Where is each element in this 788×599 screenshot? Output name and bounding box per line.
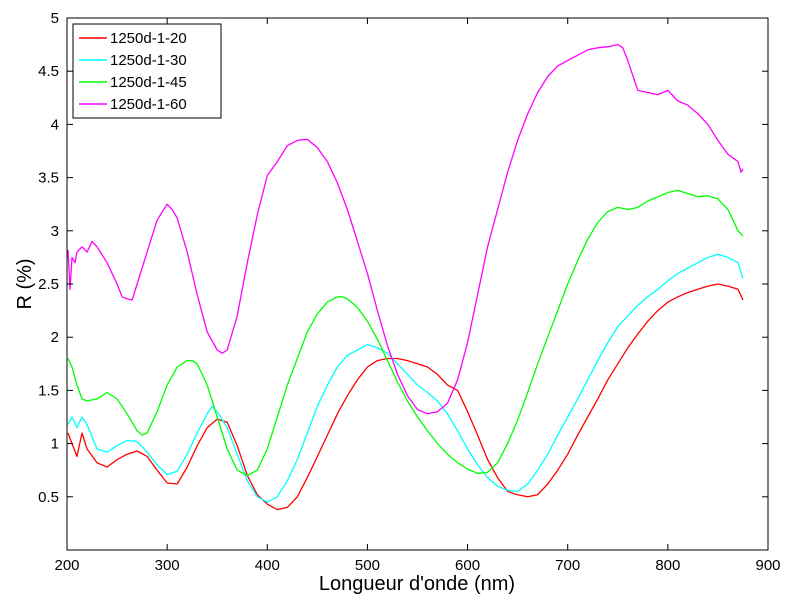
- y-tick-label: 4: [51, 116, 59, 133]
- series-layer: [67, 43, 744, 511]
- legend: 1250d-1-20 1250d-1-30 1250d-1-45 1250d-1-60: [72, 23, 222, 119]
- y-tick-label: 0.5: [38, 489, 59, 506]
- x-tick-label: 800: [655, 557, 680, 574]
- legend-label: 1250d-1-30: [110, 52, 187, 69]
- x-tick-label: 700: [555, 557, 580, 574]
- x-tick-label: 500: [355, 557, 380, 574]
- y-tick-label: 2: [51, 329, 59, 346]
- y-tick-label: 4.5: [38, 63, 59, 80]
- legend-label: 1250d-1-20: [110, 30, 187, 47]
- y-tick-label: 5: [51, 10, 59, 27]
- y-tick-label: 1.5: [38, 382, 59, 399]
- series-line-1250d-1-45: [67, 189, 744, 477]
- y-tick-label: 3: [51, 223, 59, 240]
- y-tick-label: 2.5: [38, 276, 59, 293]
- x-tick-label: 300: [155, 557, 180, 574]
- legend-box: [72, 23, 222, 119]
- y-tick-label: 1: [51, 436, 59, 453]
- x-axis-title: Longueur d'onde (nm): [319, 573, 515, 595]
- x-tick-label: 200: [54, 557, 79, 574]
- legend-label: 1250d-1-45: [110, 74, 187, 91]
- x-tick-label: 600: [455, 557, 480, 574]
- x-tick-label: 900: [755, 557, 780, 574]
- legend-label: 1250d-1-60: [110, 96, 187, 113]
- x-tick-label: 400: [255, 557, 280, 574]
- y-axis-title: R (%): [14, 258, 36, 309]
- series-line-1250d-1-20: [67, 283, 744, 511]
- y-tick-label: 3.5: [38, 170, 59, 187]
- series-line-1250d-1-60: [67, 43, 744, 415]
- axes-layer: 200 300 400 500 600 700 800 900 0.5 1 1.5 2 2.5 3 3.5 4…: [38, 10, 780, 574]
